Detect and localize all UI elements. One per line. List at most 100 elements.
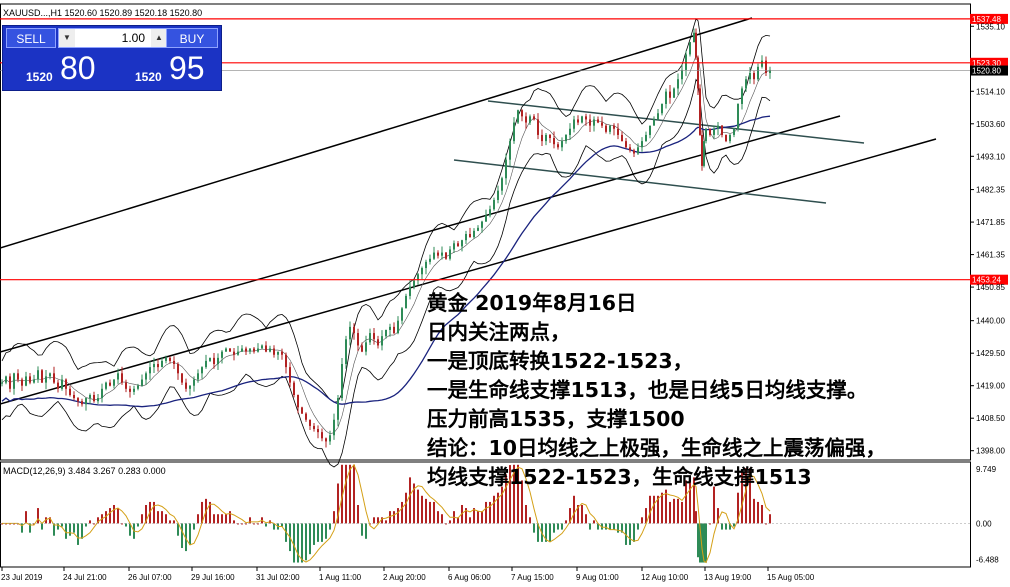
buy-button[interactable]: BUY	[166, 28, 218, 48]
candle-body	[109, 382, 111, 386]
macd-bar	[357, 505, 359, 524]
macd-bar	[557, 523, 559, 530]
time-tick-label: 2 Aug 20:00	[383, 573, 426, 582]
candle-body	[349, 326, 351, 340]
macd-bar	[77, 523, 79, 545]
candle-body	[33, 379, 35, 383]
macd-bar	[705, 523, 707, 563]
macd-bar	[677, 498, 679, 524]
middle-band	[1, 55, 771, 435]
macd-bar	[165, 514, 167, 524]
candle-body	[241, 348, 243, 352]
macd-bar	[445, 523, 447, 525]
sell-price-pips: 80	[60, 50, 96, 86]
macd-bar	[553, 523, 555, 533]
candle-body	[745, 79, 747, 89]
candle-body	[209, 357, 211, 361]
candle-body	[713, 128, 715, 135]
macd-bar	[257, 523, 259, 525]
macd-bar	[533, 523, 535, 533]
candle-body	[661, 103, 663, 114]
candle-body	[561, 141, 563, 148]
candle-body	[305, 413, 307, 420]
candle-body	[737, 103, 739, 129]
candle-body	[465, 234, 467, 241]
time-tick-label: 12 Aug 10:00	[641, 573, 689, 582]
candle-body	[589, 119, 591, 126]
macd-bar	[381, 517, 383, 524]
candle-body	[703, 141, 705, 166]
candle-body	[429, 258, 431, 262]
candle-body	[757, 66, 759, 80]
annotation-line: 均线支撑1522-1523，生命线支撑1513	[427, 465, 812, 489]
macd-bar	[189, 523, 191, 545]
channel-line-top	[487, 100, 865, 144]
annotation-line: 结论：10日均线之上极强，生命线之上震荡偏强，	[427, 436, 887, 460]
macd-bar	[373, 517, 375, 524]
candle-body	[629, 147, 631, 151]
macd-bar	[201, 501, 203, 524]
macd-bar	[517, 464, 519, 524]
candle-body	[699, 88, 701, 135]
macd-bar	[161, 511, 163, 524]
candle-body	[485, 215, 487, 222]
time-tick-label: 6 Aug 06:00	[448, 573, 491, 582]
candle-body	[21, 379, 23, 386]
buy-price[interactable]: 1520 95	[115, 50, 219, 88]
macd-bar	[521, 480, 523, 524]
candle-body	[717, 125, 719, 129]
analysis-annotation: 黄金 2019年8月16日 日内关注两点， 一是顶底转换1522-1523， 一…	[427, 289, 886, 492]
sell-price-prefix: 1520	[26, 70, 53, 84]
moving-average	[1, 115, 771, 408]
candle-body	[49, 373, 51, 377]
macd-bar	[89, 520, 91, 524]
sell-button[interactable]: SELL	[6, 28, 56, 48]
macd-bar	[273, 523, 275, 530]
macd-bar	[317, 523, 319, 542]
candle-body	[689, 42, 691, 55]
candle-body	[565, 134, 567, 142]
candle-body	[129, 388, 131, 392]
price-tick-label: 1440.00	[976, 317, 1005, 326]
macd-bar	[177, 523, 179, 536]
candle-body	[37, 370, 39, 380]
annotation-line: 一是生命线支撑1513，也是日线5日均线支撑。	[427, 378, 868, 402]
lot-size-value[interactable]: 1.00	[121, 31, 145, 45]
lot-decrease-icon[interactable]: ▼	[59, 29, 75, 47]
candle-body	[705, 128, 707, 142]
candle-body	[77, 398, 79, 402]
candle-body	[245, 348, 247, 352]
macd-bar	[733, 523, 735, 527]
price-tick-label: 1429.50	[976, 349, 1005, 358]
macd-bar	[685, 480, 687, 524]
candle-body	[265, 345, 267, 352]
candle-body	[441, 252, 443, 256]
sell-price[interactable]: 1520 80	[6, 50, 110, 88]
lot-size-field[interactable]: ▼ 1.00 ▲	[58, 28, 168, 48]
macd-bar	[21, 523, 23, 533]
macd-bar	[473, 508, 475, 524]
candle-body	[469, 234, 471, 238]
macd-bar	[225, 514, 227, 524]
macd-bar	[621, 523, 623, 533]
macd-bar	[333, 511, 335, 524]
candle-body	[85, 398, 87, 405]
level-tag	[970, 274, 1008, 285]
macd-bar	[585, 514, 587, 524]
candlesticks	[1, 28, 771, 448]
macd-bar	[217, 514, 219, 524]
candle-body	[105, 382, 107, 389]
candle-body	[81, 401, 83, 405]
candle-body	[65, 379, 67, 389]
macd-bar	[213, 514, 215, 524]
macd-bar	[609, 523, 611, 530]
macd-tick-label: -6.488	[976, 556, 999, 565]
lot-increase-icon[interactable]: ▲	[151, 29, 167, 47]
macd-bar	[385, 520, 387, 524]
candle-body	[489, 209, 491, 216]
level-label: 1453.24	[972, 276, 1001, 285]
candle-body	[177, 364, 179, 374]
macd-bar	[641, 517, 643, 524]
candle-body	[749, 73, 751, 80]
